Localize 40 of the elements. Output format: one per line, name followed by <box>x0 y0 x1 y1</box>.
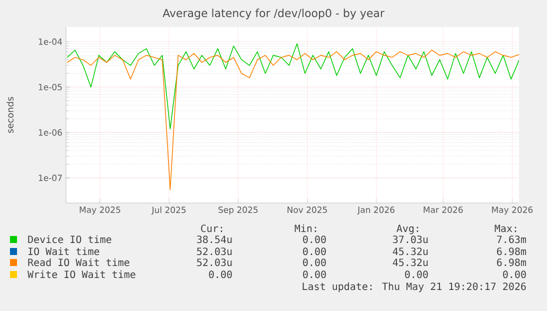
x-tick-label: Mar 2026 <box>424 206 463 213</box>
x-tick-label: May 2026 <box>492 206 533 215</box>
text: 52.03u <box>197 258 232 266</box>
y-tick-label: 1e-06 <box>38 129 62 136</box>
text: 45.32u <box>392 248 428 256</box>
text: 52.03u <box>197 248 232 256</box>
text: 6.98m <box>497 248 526 256</box>
x-tick-label: May 2025 <box>80 206 120 215</box>
text: 0.00 <box>303 270 326 278</box>
x-tick-label: Sep 2025 <box>218 206 258 215</box>
text: 0.00 <box>303 248 326 256</box>
legend-label: Device IO time <box>28 235 112 244</box>
x-tick-label: Jan 2026 <box>357 206 394 215</box>
line-series <box>66 43 520 130</box>
text: Last update: Thu May 21 19:20:17 2026 <box>302 282 526 292</box>
y-tick-label: 1e-07 <box>38 174 62 182</box>
text: 0.00 <box>503 270 526 278</box>
text: 45.32u <box>392 258 428 266</box>
legend-label: IO Wait time <box>28 247 100 256</box>
text: 6.98m <box>497 258 526 266</box>
y-axis-title: seconds <box>6 97 14 133</box>
chart-title: Average latency for /dev/loop0 - by year <box>162 8 384 20</box>
line-series <box>66 50 520 190</box>
text: Min: <box>294 224 316 232</box>
text: 0.00 <box>209 270 232 278</box>
text: 37.03u <box>393 236 428 244</box>
legend-label: Read IO Wait time <box>28 258 130 266</box>
y-tick-label: 1e-05 <box>38 84 62 90</box>
text: 0.00 <box>405 270 428 278</box>
x-tick-label: Nov 2025 <box>288 206 327 213</box>
y-tick-label: 1e-04 <box>38 38 62 45</box>
text: Cur: <box>201 224 222 232</box>
text: 0.00 <box>303 236 326 244</box>
text: Avg: <box>396 224 418 234</box>
legend-label: Write IO Wait time <box>28 270 136 278</box>
text: Max: <box>494 224 516 232</box>
x-tick-label: Jul 2025 <box>151 206 186 215</box>
text: 0.00 <box>303 258 326 266</box>
text: 38.54u <box>197 236 232 244</box>
text: 7.63m <box>497 236 526 244</box>
